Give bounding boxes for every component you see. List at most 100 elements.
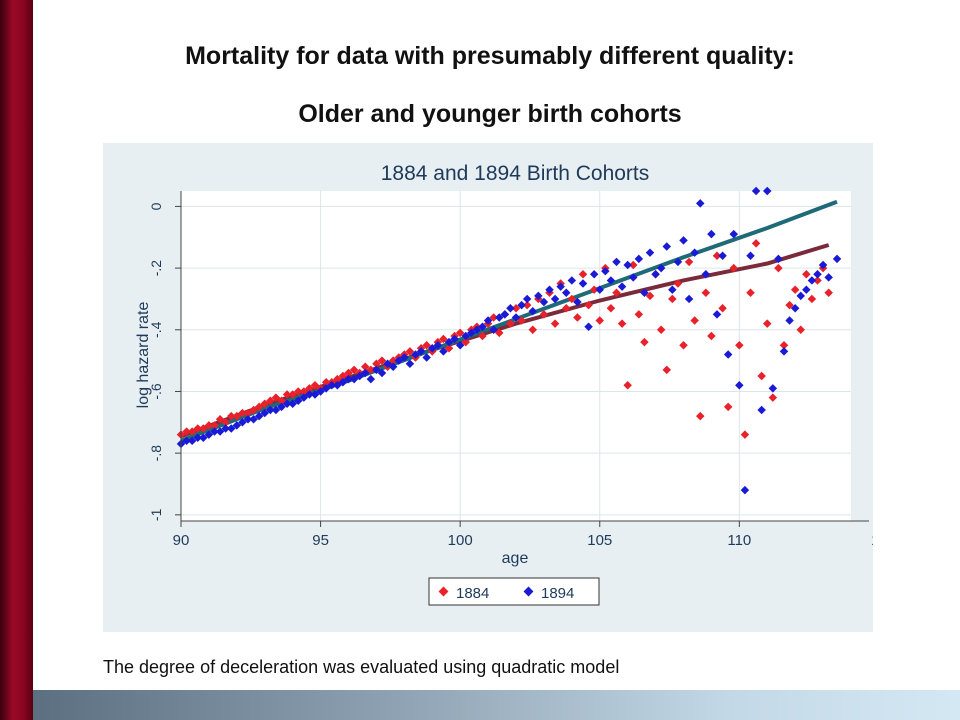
- point-1884-98: [723, 402, 733, 412]
- point-1894-11: [238, 418, 247, 427]
- point-1894-65: [539, 297, 549, 307]
- y-tick-label-1: -.2: [148, 260, 164, 277]
- point-1884-9: [227, 411, 236, 421]
- point-1894-49: [450, 334, 459, 344]
- point-1894-62: [522, 294, 532, 304]
- point-1884-30: [344, 368, 353, 378]
- point-1894-77: [606, 276, 616, 285]
- y-axis-label: log hazard rate: [135, 302, 152, 409]
- point-1894-56: [489, 325, 498, 335]
- point-1884-22: [299, 387, 309, 396]
- point-1894-23: [305, 390, 314, 399]
- point-1884-5: [204, 421, 214, 430]
- point-1884-35: [372, 359, 381, 368]
- legend-label-1894: 1894: [541, 585, 574, 602]
- point-1884-70: [567, 294, 577, 304]
- point-1894-59: [506, 303, 515, 313]
- point-1894-14: [254, 411, 264, 421]
- point-1894-54: [478, 322, 487, 331]
- point-1884-3: [193, 424, 202, 433]
- point-1894-52: [467, 328, 476, 338]
- point-1894-53: [472, 325, 482, 335]
- point-1894-44: [422, 353, 431, 362]
- point-1894-42: [411, 350, 420, 359]
- point-1884-11: [238, 408, 247, 418]
- point-1884-29: [338, 371, 348, 381]
- point-1884-7: [215, 414, 225, 424]
- point-1884-80: [623, 381, 632, 390]
- point-1884-61: [517, 316, 526, 325]
- point-1894-109: [785, 316, 794, 325]
- legend: 1884 1894: [428, 577, 600, 606]
- point-1894-20: [288, 399, 297, 409]
- point-1894-116: [824, 273, 833, 282]
- point-1884-20: [288, 390, 297, 399]
- point-1884-73: [584, 300, 593, 310]
- point-1884-95: [707, 331, 716, 341]
- point-1894-67: [550, 294, 560, 304]
- y-tick-label-0: 0: [148, 202, 164, 210]
- point-1894-46: [433, 340, 443, 350]
- point-1884-34: [366, 365, 376, 375]
- point-1884-60: [511, 303, 521, 313]
- point-1884-92: [690, 316, 699, 325]
- point-1894-37: [383, 359, 392, 368]
- point-1894-8: [221, 424, 230, 433]
- x-axis-label: age: [502, 550, 529, 567]
- legend-label-1884: 1884: [456, 585, 489, 602]
- x-tick-label-3: 105: [587, 532, 612, 549]
- point-1894-70: [567, 276, 577, 285]
- slide-title-line-1: Mortality for data with presumably diffe…: [185, 42, 795, 70]
- point-1894-85: [651, 270, 660, 279]
- point-1884-23: [305, 384, 314, 393]
- point-1894-26: [321, 384, 331, 393]
- point-1894-18: [277, 402, 286, 412]
- y-tick-label-2: -.4: [148, 321, 164, 338]
- point-1894-4: [199, 433, 208, 442]
- x-tick-label-2: 100: [448, 532, 473, 549]
- point-1884-69: [562, 303, 571, 313]
- x-tick-label-0: 90: [173, 532, 190, 549]
- point-1884-57: [495, 328, 504, 338]
- point-1884-75: [595, 316, 604, 325]
- point-1894-13: [249, 414, 258, 424]
- point-1894-82: [634, 254, 644, 264]
- point-1894-88: [668, 285, 677, 294]
- point-1894-27: [327, 381, 336, 390]
- point-1894-1: [182, 436, 191, 446]
- point-1894-55: [483, 316, 493, 325]
- point-1894-57: [495, 313, 504, 322]
- x-tick-label-1: 95: [312, 532, 329, 549]
- point-1894-7: [215, 427, 225, 436]
- point-1884-47: [439, 334, 448, 344]
- point-1884-48: [444, 344, 454, 353]
- scatter-chart: 1884 and 1894 Birth Cohorts 0 -.2 -.4 -.6 -.…: [135, 162, 873, 606]
- point-1894-17: [271, 405, 281, 415]
- point-1894-68: [556, 282, 565, 291]
- point-1884-33: [361, 362, 370, 372]
- point-1894-100: [735, 381, 744, 390]
- point-1884-38: [388, 356, 398, 365]
- point-1894-19: [282, 399, 292, 409]
- plot-area: [181, 191, 851, 521]
- point-1884-10: [232, 411, 242, 421]
- point-1884-79: [617, 319, 627, 328]
- point-1894-29: [338, 377, 348, 387]
- point-1884-2: [187, 427, 197, 436]
- point-1894-9: [227, 424, 236, 433]
- point-1884-15: [260, 399, 269, 409]
- point-1894-74: [589, 270, 599, 279]
- point-1884-71: [573, 313, 582, 322]
- x-axis: 90 95 100 105 110 11: [173, 520, 873, 549]
- legend-box: [428, 577, 600, 606]
- point-1884-36: [377, 356, 387, 365]
- y-tick-label-3: -.6: [148, 383, 164, 400]
- point-1894-3: [193, 433, 202, 442]
- point-1884-44: [422, 340, 431, 350]
- point-1894-106: [768, 384, 778, 393]
- y-tick-label-5: -1: [148, 508, 164, 521]
- point-1894-101: [740, 485, 750, 495]
- point-1884-87: [662, 365, 671, 375]
- point-1884-104: [757, 371, 766, 381]
- chart-panel: 1884 and 1894 Birth Cohorts 0 -.2 -.4 -.6 -.…: [103, 143, 873, 632]
